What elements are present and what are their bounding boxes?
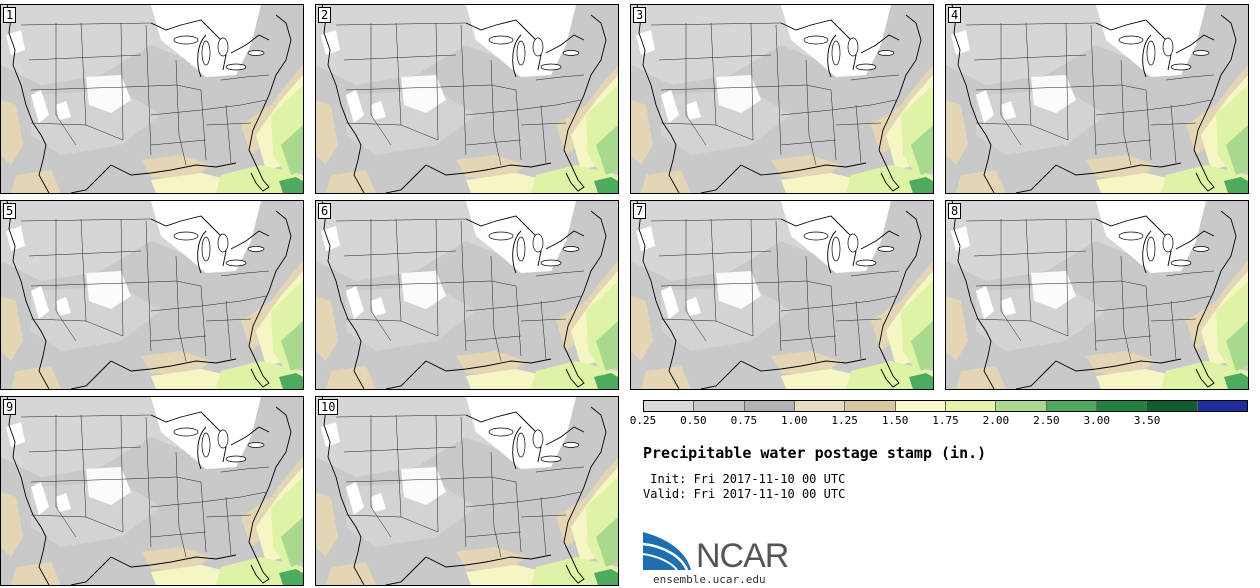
map-panel: 2 bbox=[315, 4, 619, 194]
member-label: 2 bbox=[318, 7, 332, 23]
colorbar-tick-label: 1.75 bbox=[932, 414, 959, 427]
colorbar-tick-label: 3.00 bbox=[1083, 414, 1111, 427]
colorbar-segment bbox=[644, 401, 695, 411]
init-time: Init: Fri 2017-11-10 00 UTC bbox=[643, 472, 846, 486]
site-url: ensemble.ucar.edu bbox=[653, 573, 766, 586]
member-label: 1 bbox=[3, 7, 17, 23]
colorbar-tick-label: 0.50 bbox=[680, 414, 707, 427]
map-panel: 9 bbox=[0, 396, 304, 586]
colorbar-segment bbox=[1197, 401, 1247, 411]
colorbar-segment bbox=[1147, 401, 1198, 411]
colorbar-segment bbox=[895, 401, 946, 411]
map-panel: 6 bbox=[315, 200, 619, 390]
member-label: 10 bbox=[318, 399, 339, 415]
colorbar bbox=[643, 400, 1248, 412]
colorbar-tick-label: 2.50 bbox=[1033, 414, 1060, 427]
colorbar-segment bbox=[996, 401, 1047, 411]
colorbar-segment bbox=[1096, 401, 1148, 411]
member-label: 7 bbox=[633, 203, 647, 219]
map-panel: 10 bbox=[315, 396, 619, 586]
member-label: 4 bbox=[948, 7, 962, 23]
colorbar-segment bbox=[694, 401, 745, 411]
map-panel: 7 bbox=[630, 200, 934, 390]
colorbar-tick-label: 1.25 bbox=[831, 414, 858, 427]
colorbar-ticks: 0.25 0.50 0.75 1.00 1.25 1.50 1.75 2.00 2.50 3.00… bbox=[630, 414, 1260, 428]
member-label: 5 bbox=[3, 203, 17, 219]
member-label: 9 bbox=[3, 399, 17, 415]
colorbar-segment bbox=[845, 401, 896, 411]
map-panel: 8 bbox=[945, 200, 1249, 390]
map-panel: 1 bbox=[0, 4, 304, 194]
map-panel: 3 bbox=[630, 4, 934, 194]
logo-text: NCAR bbox=[696, 537, 789, 575]
colorbar-tick-label: 0.75 bbox=[730, 414, 758, 427]
map-panel: 5 bbox=[0, 200, 304, 390]
colorbar-segment bbox=[794, 401, 846, 411]
colorbar-tick-label: 1.50 bbox=[881, 414, 909, 427]
member-label: 6 bbox=[318, 203, 332, 219]
member-label: 3 bbox=[633, 7, 647, 23]
colorbar-tick-label: 3.50 bbox=[1133, 414, 1161, 427]
member-label: 8 bbox=[948, 203, 962, 219]
colorbar-tick-label: 1.00 bbox=[781, 414, 808, 427]
colorbar-segment bbox=[1046, 401, 1097, 411]
colorbar-tick-label: 2.00 bbox=[982, 414, 1010, 427]
valid-time: Valid: Fri 2017-11-10 00 UTC bbox=[643, 487, 846, 501]
colorbar-segment bbox=[744, 401, 795, 411]
colorbar-tick-label: 0.25 bbox=[629, 414, 657, 427]
map-panel: 4 bbox=[945, 4, 1249, 194]
page-title: Precipitable water postage stamp (in.) bbox=[643, 444, 987, 462]
colorbar-segment bbox=[945, 401, 997, 411]
ncar-logo-icon bbox=[643, 532, 691, 571]
